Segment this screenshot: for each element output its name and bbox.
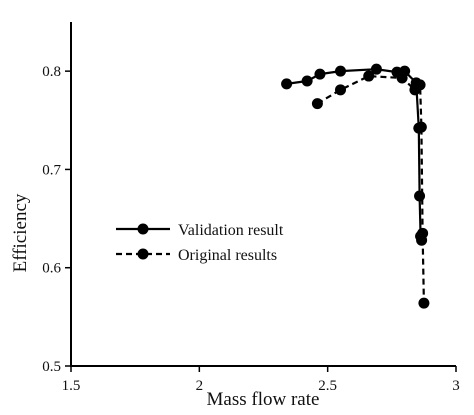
y-tick-label-3: 0.8 (42, 64, 61, 80)
y-axis-label: Efficiency (10, 193, 31, 272)
series-1-point-5 (414, 79, 426, 91)
legend-marker-1 (137, 248, 149, 260)
x-axis-label: Mass flow rate (207, 389, 320, 410)
series-1-point-6 (415, 121, 427, 133)
series-0-point-3 (335, 65, 346, 77)
y-tick-label-2: 0.7 (42, 162, 61, 178)
series-1-point-1 (335, 84, 346, 96)
series-0-point-0 (281, 78, 293, 90)
legend-label-1: Original results (178, 247, 277, 264)
series-1-point-8 (418, 297, 430, 309)
y-tick-label-0: 0.5 (42, 359, 61, 375)
series-1-point-7 (417, 227, 429, 239)
legend: Validation result Original results (116, 222, 284, 264)
axes (70, 22, 456, 367)
series-0-point-9 (414, 190, 426, 202)
x-tick-label-2: 2.5 (318, 378, 337, 394)
y-tick-label-1: 0.6 (42, 261, 61, 277)
series-0-point-4 (370, 63, 382, 75)
ticks: 1.5 2 2.5 3 0.5 0.6 0.7 0.8 (42, 64, 460, 394)
x-tick-label-3: 3 (452, 378, 460, 394)
series-1-point-0 (311, 98, 323, 110)
series-0-point-1 (301, 75, 313, 87)
series-1-point-3 (396, 72, 408, 84)
legend-label-0: Validation result (178, 222, 284, 239)
series-line-1 (316, 74, 425, 304)
series-line-0 (286, 68, 423, 241)
legend-marker-0 (137, 223, 149, 235)
series-layer (281, 63, 430, 309)
series-0-point-2 (314, 68, 326, 80)
x-tick-label-1: 2 (196, 378, 204, 394)
x-tick-label-0: 1.5 (62, 378, 81, 394)
series-1-point-2 (363, 70, 375, 82)
